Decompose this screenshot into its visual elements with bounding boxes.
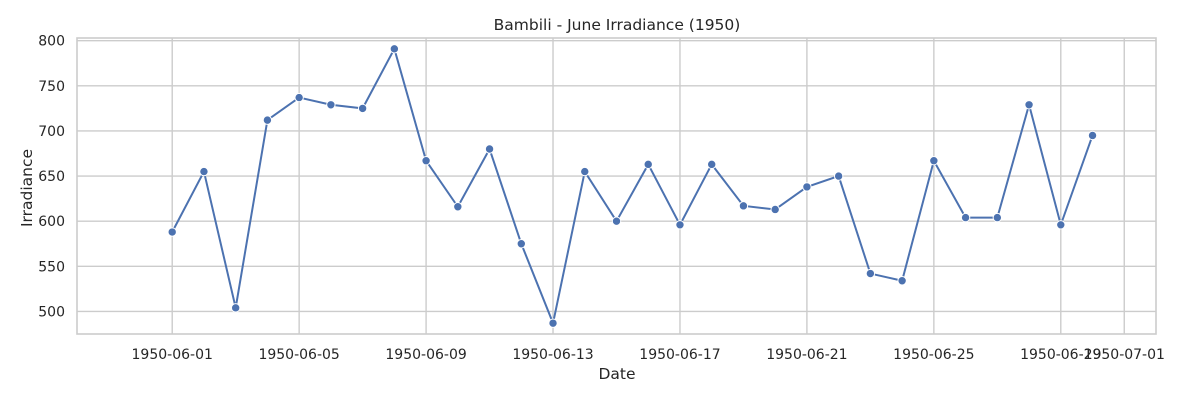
x-tick-label: 1950-06-29 — [1020, 347, 1101, 363]
x-axis-ticks: 1950-06-01 1950-06-05 1950-06-09 1950-06-13… — [132, 347, 1165, 363]
x-tick-label: 1950-06-01 — [132, 347, 213, 363]
data-point — [897, 276, 907, 286]
x-tick-label: 1950-06-09 — [385, 347, 466, 363]
y-tick-label: 800 — [38, 34, 65, 50]
y-tick-label: 750 — [38, 79, 65, 95]
data-point — [199, 166, 209, 177]
data-point — [453, 202, 463, 212]
data-point — [516, 239, 526, 249]
data-point — [580, 166, 590, 177]
data-point — [484, 144, 495, 154]
gridlines — [77, 38, 1156, 334]
data-point — [294, 92, 304, 103]
data-point — [1087, 130, 1098, 141]
data-point — [770, 204, 780, 215]
x-tick-label: 1950-06-21 — [766, 347, 847, 363]
series-markers — [167, 44, 1098, 328]
data-point — [929, 156, 939, 166]
x-tick-label: 1950-06-05 — [258, 347, 339, 363]
y-axis-ticks: 500 550 600 650 700 750 800 — [38, 34, 65, 321]
data-point — [802, 182, 812, 192]
data-point — [1024, 100, 1034, 110]
chart-title: Bambili - June Irradiance (1950) — [494, 16, 741, 34]
y-tick-label: 500 — [38, 304, 65, 320]
data-point — [389, 44, 400, 54]
data-point — [167, 227, 177, 237]
x-tick-label: 1950-06-17 — [639, 347, 720, 363]
y-axis-label: Irradiance — [18, 149, 36, 227]
data-point — [865, 268, 876, 279]
data-point — [992, 212, 1003, 223]
series-line — [171, 46, 1094, 327]
data-point — [960, 212, 971, 223]
data-point — [262, 115, 273, 125]
plot-area-frame — [76, 37, 1157, 335]
x-axis-label: Date — [598, 365, 635, 383]
x-tick-label: 1950-06-13 — [512, 347, 593, 363]
y-tick-label: 600 — [38, 214, 65, 230]
data-point — [675, 220, 685, 230]
y-tick-label: 550 — [38, 259, 65, 275]
data-point — [643, 159, 653, 170]
data-point — [707, 159, 717, 170]
data-point — [833, 171, 844, 181]
data-point — [230, 303, 241, 313]
x-tick-label: 1950-07-01 — [1084, 347, 1165, 363]
x-tick-label: 1950-06-25 — [893, 347, 974, 363]
data-point — [738, 201, 749, 211]
data-point — [611, 216, 622, 226]
data-point — [421, 156, 431, 166]
data-point — [548, 318, 558, 328]
y-tick-label: 700 — [38, 124, 65, 140]
data-point — [326, 100, 336, 110]
data-point — [1056, 220, 1066, 230]
data-point — [357, 103, 368, 114]
y-tick-label: 650 — [38, 169, 65, 185]
